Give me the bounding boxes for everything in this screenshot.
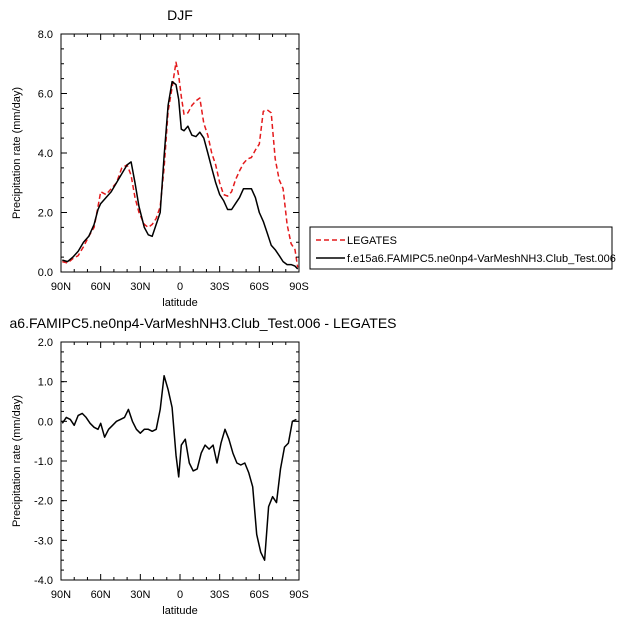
legend-box [309, 226, 613, 270]
bot-xtick-label: 0 [177, 589, 183, 601]
legend: LEGATES f.e15a6.FAMIPC5.ne0np4-VarMeshNH… [309, 226, 616, 270]
bottom-x-axis-label: latitude [162, 605, 197, 617]
bottom-plot: a6.FAMIPC5.ne0np4-VarMeshNH3.Club_Test.0… [10, 315, 397, 617]
top-ytick-label: 6.0 [38, 89, 53, 101]
legend-label-legates: LEGATES [347, 235, 397, 247]
top-plot-title: DJF [167, 7, 193, 23]
bot-ytick-label: 0.0 [38, 416, 53, 428]
top-xtick-label: 30S [210, 281, 230, 293]
legend-label-model: f.e15a6.FAMIPC5.ne0np4-VarMeshNH3.Club_T… [347, 253, 616, 265]
top-y-axis-label: Precipitation rate (mm/day) [11, 87, 23, 219]
top-ytick-label: 8.0 [38, 29, 53, 41]
bot-xtick-label: 90N [51, 589, 71, 601]
bot-xtick-label: 30S [210, 589, 230, 601]
bot-ytick-label: -2.0 [34, 496, 53, 508]
bot-ytick-label: 1.0 [38, 377, 53, 389]
top-xtick-label: 90N [51, 281, 71, 293]
top-ytick-label: 0.0 [38, 267, 53, 279]
top-xtick-label: 60S [250, 281, 270, 293]
bot-xtick-label: 60N [91, 589, 111, 601]
bot-ytick-label: -3.0 [34, 535, 53, 547]
bot-xtick-label: 30N [130, 589, 150, 601]
bottom-y-axis-label: Precipitation rate (mm/day) [11, 395, 23, 527]
top-xtick-label: 90S [289, 281, 309, 293]
top-series-line-0 [62, 61, 299, 268]
top-plot: DJF 90N 60N 30N 0 30S 60S 90S 0.0 2.0 4.0 6.0 8.0 l… [11, 7, 309, 309]
top-xtick-label: 60N [91, 281, 111, 293]
top-ytick-label: 4.0 [38, 148, 53, 160]
top-series-line-1 [62, 80, 299, 270]
bottom-plot-title: a6.FAMIPC5.ne0np4-VarMeshNH3.Club_Test.0… [10, 315, 397, 331]
bot-xtick-label: 90S [289, 589, 309, 601]
top-x-axis-label: latitude [162, 297, 197, 309]
bot-ytick-label: 2.0 [38, 337, 53, 349]
bot-xtick-label: 60S [250, 589, 270, 601]
top-xtick-label: 0 [177, 281, 183, 293]
top-plot-frame [60, 33, 300, 273]
top-ytick-label: 2.0 [38, 208, 53, 220]
top-xtick-label: 30N [130, 281, 150, 293]
bot-ytick-label: -4.0 [34, 575, 53, 587]
bot-ytick-label: -1.0 [34, 456, 53, 468]
bot-series-line-0 [61, 374, 297, 561]
